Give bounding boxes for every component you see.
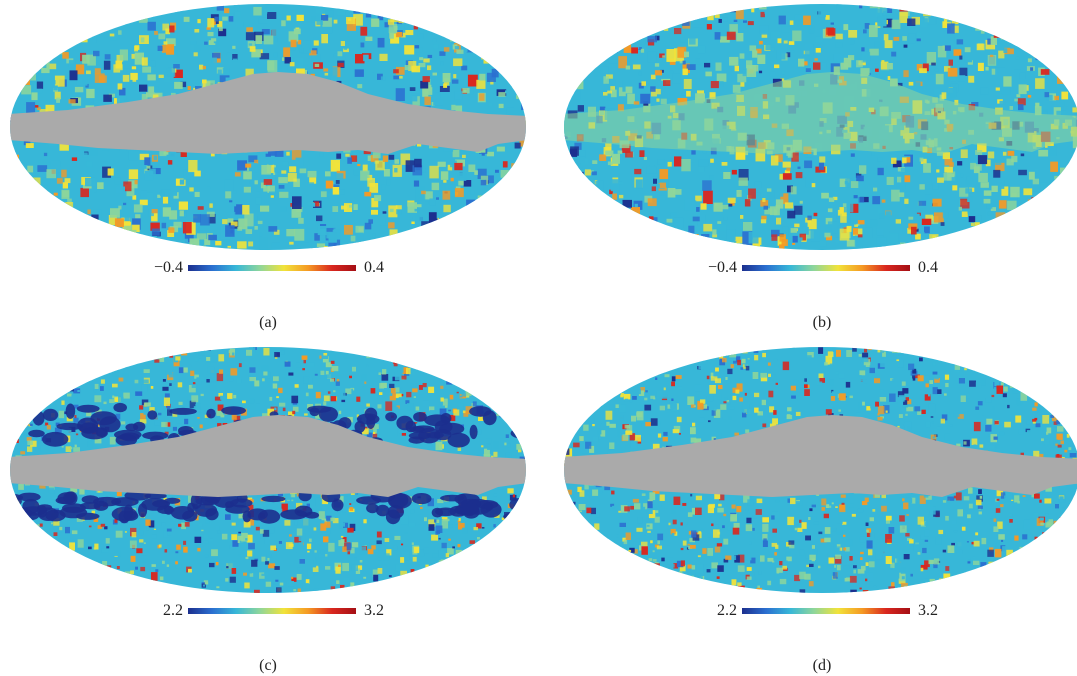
- panel-caption: (a): [259, 314, 277, 331]
- panel-caption: (b): [812, 314, 832, 331]
- colorbar-gradient: [742, 265, 910, 271]
- colorbar-min-label: −0.4: [153, 259, 183, 276]
- panel-caption: (d): [812, 657, 832, 674]
- panel-c: 2.2 3.2 (c): [8, 345, 528, 675]
- colorbar-gradient: [188, 608, 356, 614]
- panel-caption: (c): [259, 657, 277, 674]
- sky-map-a: [10, 4, 526, 250]
- sky-map-texture: [10, 347, 526, 593]
- panel-d: 2.2 3.2 (d): [562, 345, 1077, 675]
- colorbar-d: 2.2 3.2: [562, 601, 1077, 621]
- panel-a: −0.4 0.4 (a): [8, 2, 528, 332]
- colorbar-gradient: [188, 265, 356, 271]
- colorbar-max-label: 3.2: [364, 602, 384, 619]
- colorbar-max-label: 0.4: [364, 259, 384, 276]
- sky-map-texture: [10, 4, 526, 250]
- colorbar-a: −0.4 0.4: [8, 258, 528, 278]
- colorbar-min-label: 2.2: [717, 602, 737, 619]
- colorbar-min-label: 2.2: [163, 602, 183, 619]
- colorbar-min-label: −0.4: [707, 259, 737, 276]
- panel-b: −0.4 0.4 (b): [562, 2, 1077, 332]
- sky-map-texture: [564, 4, 1077, 250]
- colorbar-gradient: [742, 608, 910, 614]
- colorbar-max-label: 3.2: [918, 602, 938, 619]
- sky-map-b: [564, 4, 1077, 250]
- sky-map-d: [564, 347, 1077, 593]
- colorbar-max-label: 0.4: [918, 259, 938, 276]
- colorbar-b: −0.4 0.4: [562, 258, 1077, 278]
- sky-map-c: [10, 347, 526, 593]
- colorbar-c: 2.2 3.2: [8, 601, 528, 621]
- sky-map-texture: [564, 347, 1077, 593]
